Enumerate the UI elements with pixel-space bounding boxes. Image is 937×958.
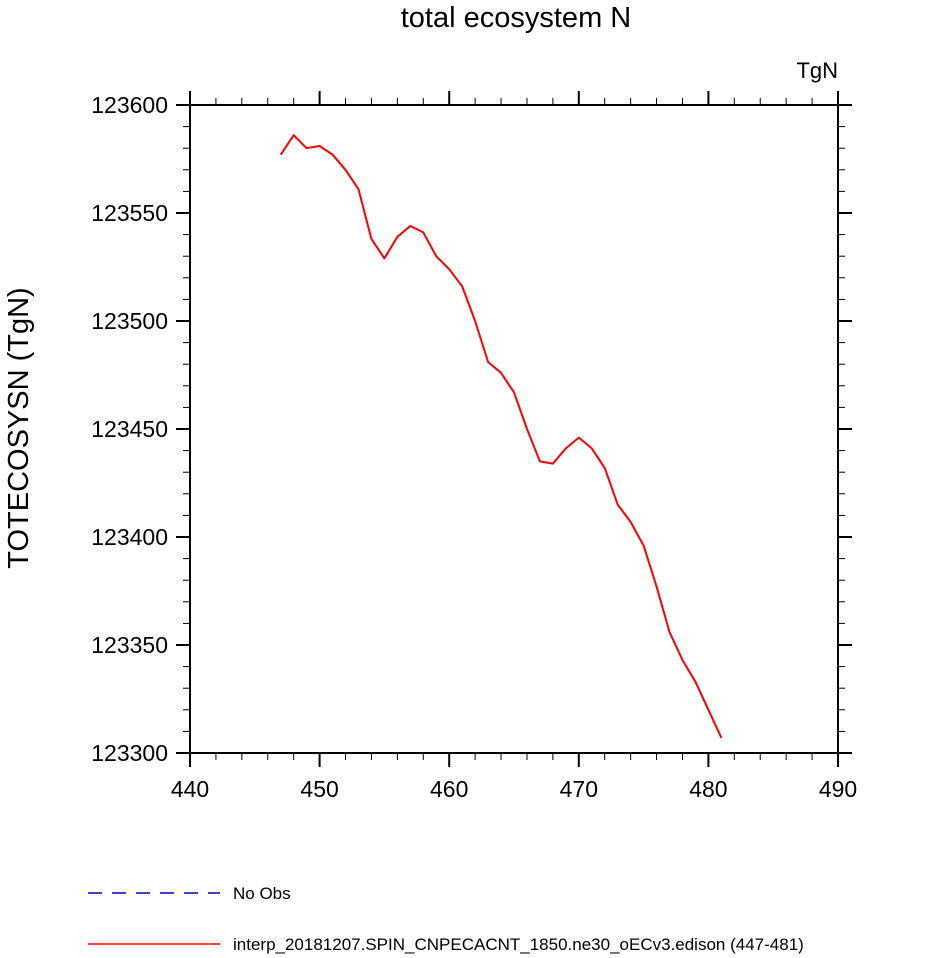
- y-tick-label: 123450: [91, 416, 168, 442]
- x-tick-label: 460: [430, 776, 468, 802]
- y-tick-label: 123300: [91, 740, 168, 766]
- legend-label: No Obs: [233, 884, 291, 903]
- axis-tick-labels: 440 450 460 470 480 490 123300 123350 123400 1234…: [91, 92, 857, 802]
- legend: No Obs interp_20181207.SPIN_CNPECACNT_185…: [88, 884, 804, 954]
- data-series: [279, 134, 723, 739]
- units-label: TgN: [796, 58, 838, 83]
- series-line: [279, 134, 723, 739]
- x-tick-label: 440: [171, 776, 209, 802]
- x-tick-label: 470: [560, 776, 598, 802]
- y-tick-label: 123550: [91, 200, 168, 226]
- plot-frame: [189, 104, 839, 754]
- y-tick-label: 123350: [91, 632, 168, 658]
- y-tick-label: 123500: [91, 308, 168, 334]
- legend-label: interp_20181207.SPIN_CNPECACNT_1850.ne30…: [233, 935, 804, 954]
- y-tick-label: 123400: [91, 524, 168, 550]
- x-tick-label: 490: [819, 776, 857, 802]
- axis-ticks: [176, 91, 852, 767]
- x-tick-label: 480: [689, 776, 727, 802]
- y-tick-label: 123600: [91, 92, 168, 118]
- x-tick-label: 450: [300, 776, 338, 802]
- y-axis-label: TOTECOSYSN (TgN): [3, 287, 35, 568]
- chart-title: total ecosystem N: [401, 2, 631, 34]
